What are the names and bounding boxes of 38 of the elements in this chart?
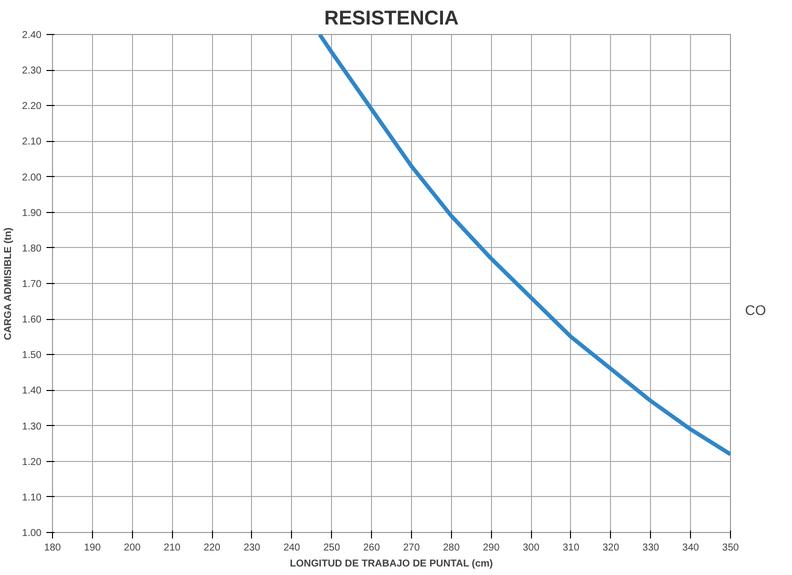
y-tick-label: 1.80 <box>22 243 42 254</box>
x-tick-label: 350 <box>722 542 740 554</box>
y-tick-label: 1.00 <box>22 528 42 539</box>
y-tick-label: 1.30 <box>22 421 42 432</box>
y-tick-label: 1.10 <box>22 492 42 504</box>
y-tick-label: 2.10 <box>22 136 42 148</box>
y-tick-label: 2.30 <box>22 66 42 77</box>
y-tick-label: 1.20 <box>22 456 42 468</box>
x-tick-label: 340 <box>682 542 700 554</box>
x-axis-title: LONGITUD DE TRABAJO DE PUNTAL (cm) <box>290 558 493 570</box>
x-tick-label: 310 <box>562 542 580 554</box>
x-tick-label: 180 <box>44 542 62 554</box>
y-tick-label: 2.20 <box>22 101 42 112</box>
x-tick-label: 220 <box>204 542 221 554</box>
y-tick-label: 2.00 <box>22 172 42 184</box>
x-tick-label: 300 <box>522 542 540 554</box>
x-tick-label: 210 <box>164 542 181 554</box>
x-tick-label: 280 <box>442 542 460 554</box>
x-tick-label: 190 <box>84 542 102 554</box>
chart-title: RESISTENCIA <box>324 8 459 30</box>
x-tick-label: 240 <box>283 542 301 554</box>
y-axis-title: CARGA ADMISIBLE (tn) <box>3 228 14 340</box>
x-tick-label: 290 <box>482 542 500 554</box>
x-tick-label: 250 <box>323 542 340 554</box>
y-tick-label: 1.50 <box>22 350 42 362</box>
y-tick-label: 2.40 <box>22 30 42 41</box>
x-tick-label: 330 <box>642 542 660 554</box>
x-tick-label: 320 <box>602 542 620 554</box>
y-tick-label: 1.70 <box>22 279 42 290</box>
x-tick-label: 230 <box>244 542 261 554</box>
line-series <box>318 34 730 456</box>
text: CO <box>745 301 766 320</box>
y-tick-label: 1.90 <box>22 208 42 219</box>
x-tick-label: 200 <box>124 542 142 554</box>
y-tick-label: 1.60 <box>22 314 42 326</box>
x-tick-label: 260 <box>363 542 380 554</box>
x-tick-label: 270 <box>403 542 420 554</box>
y-tick-label: 1.40 <box>22 386 42 397</box>
